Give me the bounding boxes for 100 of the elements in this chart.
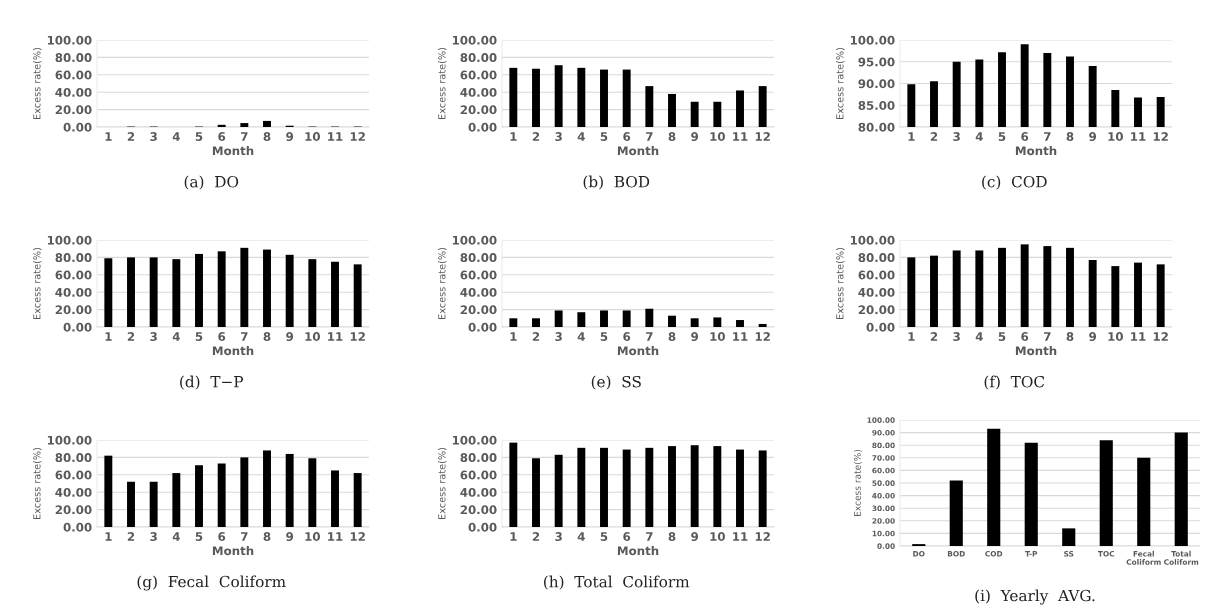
x-axis-title: Month xyxy=(212,146,254,156)
x-tick-label: 3 xyxy=(555,132,562,141)
y-axis-title: Excess rate(%) xyxy=(438,247,447,319)
x-tick-label: 11 xyxy=(328,132,343,141)
bar xyxy=(577,312,586,327)
bar xyxy=(645,86,654,127)
y-tick-label: 80.00 xyxy=(460,53,497,63)
bar xyxy=(758,323,767,327)
x-tick-label: 7 xyxy=(241,532,248,541)
x-tick-label: 9 xyxy=(1089,132,1097,141)
x-tick-label: 3 xyxy=(555,532,562,541)
x-tick-label: 4 xyxy=(172,532,180,541)
bar xyxy=(331,261,339,327)
bar xyxy=(736,90,744,127)
bar xyxy=(622,449,631,527)
x-tick-label: 1 xyxy=(105,332,112,341)
x-tick-label: 7 xyxy=(646,532,653,541)
x-tick-label: 6 xyxy=(623,532,631,541)
bar xyxy=(736,320,744,327)
x-tick-label: 1 xyxy=(908,332,915,341)
x-tick-label: 12 xyxy=(350,332,365,341)
y-tick-label: 40.00 xyxy=(55,87,92,97)
y-tick-label: 40.00 xyxy=(460,87,497,97)
bar xyxy=(240,457,249,527)
bar xyxy=(127,481,135,527)
bar xyxy=(195,253,203,327)
x-tick-label: 3 xyxy=(150,332,157,341)
y-tick-label: 100.00 xyxy=(47,235,92,245)
y-tick-label: 60.00 xyxy=(460,70,497,80)
bar xyxy=(713,317,722,327)
y-tick-label: 100.00 xyxy=(452,235,497,245)
x-tick-label: 8 xyxy=(668,532,676,541)
x-tick-label: 1 xyxy=(510,532,517,541)
text: (e) SS xyxy=(591,375,641,390)
y-tick-label: 100.00 xyxy=(452,435,497,445)
bar xyxy=(1043,246,1052,327)
y-tick-label: 100.00 xyxy=(850,235,895,245)
y-tick-label: 40.00 xyxy=(460,287,497,297)
bar xyxy=(1024,442,1038,546)
x-tick-label: 11 xyxy=(733,532,748,541)
x-tick-label: 1 xyxy=(908,132,915,141)
y-axis-title: Excess rate(%) xyxy=(33,447,42,519)
bar xyxy=(353,264,362,327)
bar xyxy=(975,250,984,327)
bar xyxy=(645,308,654,327)
y-tick-label: 0.00 xyxy=(63,322,92,332)
x-tick-label: 6 xyxy=(218,532,226,541)
bar xyxy=(1066,247,1074,327)
x-tick-label: 3 xyxy=(150,132,157,141)
bar xyxy=(1156,264,1165,327)
x-tick-label: 1 xyxy=(105,532,112,541)
bar xyxy=(713,446,722,527)
text: (i) Yearly AVG. xyxy=(975,589,1095,605)
x-tick-label: 6 xyxy=(218,332,226,341)
bar xyxy=(736,449,744,527)
bar xyxy=(998,247,1006,327)
text: (c) COD xyxy=(982,175,1047,190)
bar xyxy=(104,258,113,327)
x-axis-title: Month xyxy=(1015,346,1057,356)
y-tick-label: 80.00 xyxy=(460,453,497,463)
y-tick-label: 20.00 xyxy=(858,305,895,315)
y-tick-label: 40.00 xyxy=(55,487,92,497)
y-tick-label: 60.00 xyxy=(55,470,92,480)
y-tick-label: 80.00 xyxy=(858,253,895,263)
x-tick-label: 12 xyxy=(755,332,770,341)
bar xyxy=(331,470,339,527)
y-tick-label: 0.00 xyxy=(468,322,497,332)
bar xyxy=(1174,432,1188,546)
x-tick-label: 6 xyxy=(623,332,631,341)
bar xyxy=(645,447,654,527)
x-tick-label: 4 xyxy=(577,532,585,541)
y-tick-label: 40.00 xyxy=(858,287,895,297)
bar xyxy=(149,257,158,327)
x-tick-label: 2 xyxy=(127,332,135,341)
bar xyxy=(577,447,586,527)
y-axis-title: Excess rate(%) xyxy=(836,47,845,119)
x-tick-label: 9 xyxy=(691,132,699,141)
bar xyxy=(532,318,540,327)
x-tick-label: 10 xyxy=(1108,132,1123,141)
bar xyxy=(1088,260,1097,327)
x-tick-label: 9 xyxy=(286,332,294,341)
text: (d) T−P xyxy=(180,375,244,390)
text: (b) BOD xyxy=(583,175,650,190)
x-tick-label: 11 xyxy=(328,332,343,341)
bar xyxy=(930,255,938,327)
bar xyxy=(217,251,226,327)
bar xyxy=(600,447,608,527)
x-tick-label: 6 xyxy=(1021,332,1029,341)
y-axis-title: Excess rate(%) xyxy=(33,47,42,119)
bar xyxy=(622,69,631,127)
y-tick-label: 80.00 xyxy=(460,253,497,263)
y-tick-label: 100.00 xyxy=(452,35,497,45)
x-tick-label: 11 xyxy=(1131,332,1146,341)
y-tick-label: 100.00 xyxy=(47,435,92,445)
x-tick-label: 9 xyxy=(286,132,294,141)
x-tick-label: 4 xyxy=(975,132,983,141)
x-tick-label: 10 xyxy=(305,332,320,341)
x-tick-label: 11 xyxy=(733,332,748,341)
x-tick-label: 10 xyxy=(1108,332,1123,341)
x-tick-label: 1 xyxy=(510,332,517,341)
